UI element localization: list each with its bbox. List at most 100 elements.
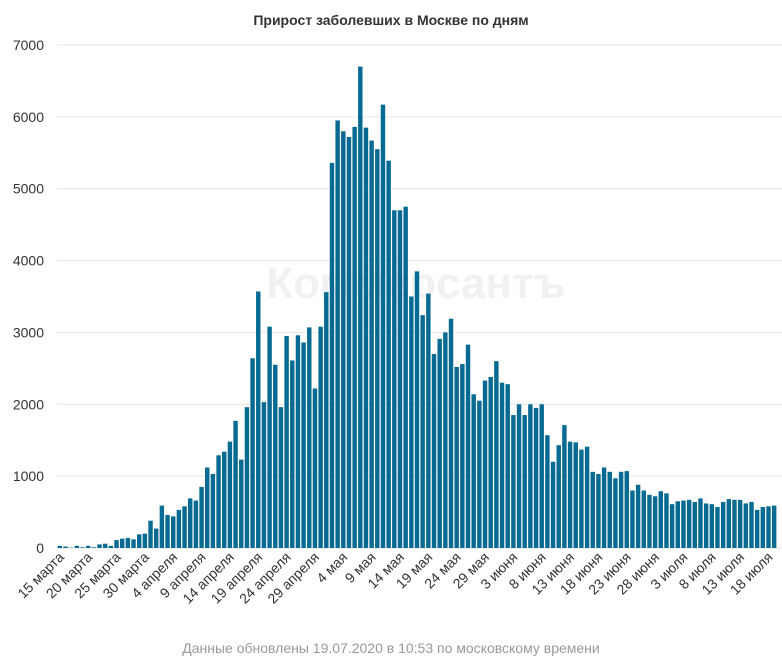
- bar[interactable]: [573, 442, 578, 548]
- bar[interactable]: [692, 502, 697, 548]
- bar[interactable]: [205, 467, 210, 548]
- bar[interactable]: [142, 533, 148, 548]
- bar[interactable]: [193, 500, 199, 548]
- bar[interactable]: [233, 420, 238, 548]
- bar[interactable]: [630, 490, 635, 548]
- bar[interactable]: [74, 545, 80, 548]
- bar[interactable]: [726, 499, 732, 548]
- bar[interactable]: [613, 478, 618, 548]
- bar[interactable]: [85, 545, 91, 548]
- bar[interactable]: [159, 505, 165, 548]
- bar[interactable]: [278, 407, 284, 548]
- bar[interactable]: [703, 503, 709, 548]
- bar[interactable]: [545, 435, 550, 548]
- bar[interactable]: [222, 451, 227, 548]
- bar[interactable]: [647, 494, 652, 548]
- bar[interactable]: [477, 400, 482, 548]
- bar[interactable]: [273, 364, 278, 548]
- bar[interactable]: [505, 384, 510, 548]
- bar[interactable]: [102, 543, 108, 548]
- bar[interactable]: [675, 501, 680, 548]
- bar[interactable]: [318, 326, 323, 548]
- bar[interactable]: [448, 318, 454, 548]
- bar[interactable]: [216, 455, 221, 548]
- bar[interactable]: [698, 498, 703, 548]
- bar[interactable]: [528, 404, 533, 548]
- bar[interactable]: [250, 358, 255, 548]
- bar[interactable]: [346, 136, 352, 549]
- bar[interactable]: [601, 467, 607, 548]
- bar[interactable]: [227, 441, 233, 548]
- bar[interactable]: [443, 332, 448, 548]
- bar[interactable]: [369, 140, 374, 548]
- bar[interactable]: [267, 326, 272, 548]
- bar[interactable]: [635, 484, 641, 548]
- bar[interactable]: [136, 534, 142, 548]
- bar[interactable]: [182, 506, 187, 548]
- bar[interactable]: [386, 160, 391, 548]
- bar[interactable]: [771, 505, 777, 548]
- bar[interactable]: [494, 361, 499, 548]
- bar[interactable]: [131, 539, 136, 548]
- bar[interactable]: [550, 461, 556, 548]
- bar[interactable]: [403, 206, 408, 548]
- bar[interactable]: [341, 131, 346, 549]
- bar[interactable]: [91, 547, 97, 548]
- bar[interactable]: [312, 388, 318, 548]
- bar[interactable]: [375, 149, 380, 548]
- bar[interactable]: [397, 210, 403, 548]
- bar[interactable]: [165, 514, 170, 548]
- bar[interactable]: [301, 342, 306, 548]
- bar[interactable]: [715, 507, 720, 548]
- bar[interactable]: [420, 315, 425, 548]
- bar[interactable]: [210, 473, 216, 548]
- bar[interactable]: [154, 528, 159, 548]
- bar[interactable]: [414, 271, 420, 548]
- bar[interactable]: [596, 473, 601, 548]
- bar[interactable]: [641, 490, 646, 548]
- bar[interactable]: [720, 502, 726, 548]
- bar[interactable]: [533, 407, 539, 548]
- bar[interactable]: [562, 425, 567, 548]
- bar[interactable]: [244, 407, 250, 548]
- bar[interactable]: [57, 545, 63, 548]
- bar[interactable]: [709, 504, 715, 548]
- bar[interactable]: [125, 537, 131, 548]
- bar[interactable]: [590, 471, 595, 548]
- bar[interactable]: [148, 520, 153, 548]
- bar[interactable]: [358, 66, 363, 548]
- bar[interactable]: [380, 104, 386, 548]
- bar[interactable]: [499, 382, 505, 548]
- bar[interactable]: [584, 446, 590, 548]
- bar[interactable]: [454, 366, 459, 548]
- bar[interactable]: [239, 459, 244, 548]
- bar[interactable]: [737, 499, 743, 548]
- bar[interactable]: [471, 394, 476, 548]
- bar[interactable]: [256, 291, 261, 548]
- bar[interactable]: [295, 335, 301, 548]
- bar[interactable]: [465, 344, 471, 548]
- bar[interactable]: [482, 380, 488, 548]
- bar[interactable]: [176, 509, 182, 548]
- bar[interactable]: [171, 516, 176, 548]
- bar[interactable]: [324, 292, 329, 548]
- bar[interactable]: [431, 353, 437, 548]
- bar[interactable]: [63, 546, 68, 548]
- bar[interactable]: [511, 415, 516, 548]
- bar[interactable]: [290, 360, 295, 548]
- bar[interactable]: [522, 415, 527, 548]
- bar[interactable]: [108, 545, 114, 548]
- bar[interactable]: [307, 327, 312, 548]
- bar[interactable]: [754, 509, 760, 548]
- bar[interactable]: [658, 491, 663, 548]
- bar[interactable]: [409, 296, 414, 549]
- bar[interactable]: [460, 364, 465, 548]
- bar[interactable]: [392, 210, 397, 548]
- bar[interactable]: [743, 503, 749, 548]
- bar[interactable]: [97, 544, 102, 548]
- bar[interactable]: [624, 471, 629, 548]
- bar[interactable]: [188, 498, 193, 548]
- bar[interactable]: [352, 126, 357, 549]
- bar[interactable]: [426, 293, 431, 548]
- bar[interactable]: [363, 127, 369, 548]
